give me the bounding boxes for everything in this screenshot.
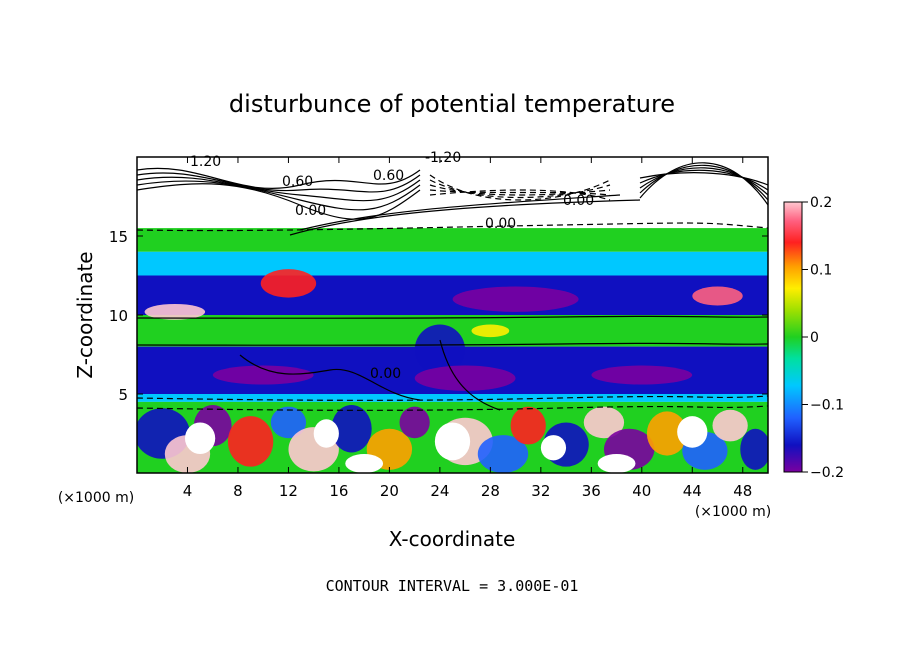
y-axis-ticks: 5 10 15 bbox=[109, 228, 768, 404]
y-tick-label-1: 10 bbox=[109, 307, 128, 325]
white-patch-3 bbox=[540, 435, 567, 461]
band-7 bbox=[137, 394, 768, 402]
x-tick-label-7: 32 bbox=[531, 482, 550, 500]
contour-label-0: 1.20 bbox=[190, 154, 221, 170]
field-blob-19 bbox=[414, 324, 466, 376]
x-tick-label-1: 8 bbox=[233, 482, 243, 500]
colorbar-tick-label-0: 0.2 bbox=[810, 195, 832, 211]
field-blob-26 bbox=[591, 365, 693, 385]
field-blob-13 bbox=[583, 406, 625, 439]
field-blob-22 bbox=[260, 269, 317, 298]
band-2 bbox=[137, 228, 768, 252]
colorbar-ticks: 0.2 0.1 0 −0.1 −0.2 bbox=[802, 195, 844, 481]
x-tick-label-0: 4 bbox=[183, 482, 193, 500]
contour-line-13 bbox=[429, 189, 611, 201]
contour-line-20 bbox=[137, 342, 768, 346]
contour-label-3: -1.20 bbox=[425, 150, 461, 166]
field-blob-23 bbox=[452, 286, 579, 312]
contour-line-3 bbox=[137, 172, 421, 193]
contour-label-2: 0.60 bbox=[373, 168, 404, 184]
x-tick-label-9: 40 bbox=[632, 482, 651, 500]
field-blob-15 bbox=[646, 411, 688, 456]
x-unit-left: (×1000 m) bbox=[58, 490, 134, 506]
x-tick-label-2: 12 bbox=[279, 482, 298, 500]
field-blob-8 bbox=[399, 406, 430, 439]
field-blob-17 bbox=[712, 409, 748, 442]
x-tick-label-5: 24 bbox=[430, 482, 449, 500]
contour-line-10 bbox=[429, 189, 611, 196]
contour-label-6: 0.00 bbox=[563, 193, 594, 209]
field-blob-6 bbox=[331, 405, 372, 453]
contour-line-2 bbox=[639, 172, 768, 186]
contour-line-5 bbox=[639, 169, 768, 191]
x-axis-ticks: 4 8 12 16 20 24 28 32 36 40 44 48 bbox=[183, 157, 752, 500]
contour-line-22 bbox=[239, 354, 421, 401]
field-blob-27 bbox=[471, 324, 510, 338]
colorbar-tick-label-1: 0.1 bbox=[810, 263, 832, 279]
field-blob-4 bbox=[270, 406, 307, 439]
white-patch-2 bbox=[434, 422, 471, 461]
colorbar-tick-label-4: −0.2 bbox=[810, 465, 844, 481]
contour-line-7 bbox=[429, 184, 611, 196]
contour-line-6 bbox=[137, 176, 421, 202]
contour-interval-note: CONTOUR INTERVAL = 3.000E-01 bbox=[326, 577, 579, 595]
contour-line-18 bbox=[137, 395, 768, 401]
x-tick-label-11: 48 bbox=[733, 482, 752, 500]
field-blob-20 bbox=[144, 303, 206, 320]
x-tick-label-10: 44 bbox=[683, 482, 702, 500]
contour-label-5: 0.00 bbox=[485, 216, 516, 232]
x-tick-label-3: 16 bbox=[329, 482, 348, 500]
band-0 bbox=[137, 157, 768, 189]
field-blob-11 bbox=[510, 406, 546, 445]
contour-line-8 bbox=[639, 167, 768, 196]
field-blob-3 bbox=[227, 416, 274, 467]
contour-line-4 bbox=[429, 179, 611, 199]
colorbar-tick-label-3: −0.1 bbox=[810, 398, 844, 414]
white-patch-1 bbox=[313, 419, 339, 448]
contour-label-4: 0.00 bbox=[295, 203, 326, 219]
y-tick-label-0: 5 bbox=[118, 386, 128, 404]
chart-title: disturbunce of potential temperature bbox=[229, 90, 675, 118]
x-unit-right: (×1000 m) bbox=[695, 504, 771, 520]
white-patch-5 bbox=[345, 454, 384, 473]
contour-line-17 bbox=[289, 199, 641, 236]
contour-label-7: 0.00 bbox=[370, 366, 401, 382]
band-3 bbox=[137, 251, 768, 276]
white-patch-6 bbox=[597, 454, 636, 473]
white-patch-0 bbox=[184, 422, 216, 455]
contour-line-9 bbox=[137, 180, 421, 211]
contour-line-14 bbox=[639, 162, 768, 206]
contour-line-23 bbox=[439, 339, 501, 411]
blob-layer bbox=[137, 269, 768, 473]
contour-line-19 bbox=[137, 405, 768, 411]
colorbar-tick-label-2: 0 bbox=[810, 330, 819, 346]
contour-line-0 bbox=[137, 167, 421, 189]
x-tick-label-6: 28 bbox=[481, 482, 500, 500]
y-tick-label-2: 15 bbox=[109, 228, 128, 246]
y-axis-label: Z-coordinate bbox=[73, 251, 97, 378]
band-1 bbox=[137, 188, 768, 229]
contour-labels: 1.20 0.60 0.60 -1.20 0.00 0.00 0.00 0.00 bbox=[190, 150, 594, 382]
field-blob-18 bbox=[740, 428, 768, 470]
field-blob-24 bbox=[414, 365, 516, 391]
contour-label-1: 0.60 bbox=[282, 174, 313, 190]
plot-area bbox=[137, 157, 768, 473]
contour-line-21 bbox=[137, 315, 768, 319]
colorbar bbox=[783, 201, 803, 473]
field-blob-10 bbox=[477, 435, 529, 473]
x-axis-label: X-coordinate bbox=[389, 527, 516, 551]
contour-line-11 bbox=[639, 164, 768, 201]
contour-line-16 bbox=[299, 194, 621, 231]
band-4 bbox=[137, 275, 768, 315]
contour-layer bbox=[137, 162, 768, 411]
contour-line-12 bbox=[137, 183, 421, 220]
field-blob-21 bbox=[692, 286, 743, 306]
x-tick-label-4: 20 bbox=[380, 482, 399, 500]
contour-line-1 bbox=[429, 174, 611, 201]
field-blob-25 bbox=[212, 365, 314, 385]
white-patch-4 bbox=[677, 416, 708, 448]
x-tick-label-8: 36 bbox=[582, 482, 601, 500]
